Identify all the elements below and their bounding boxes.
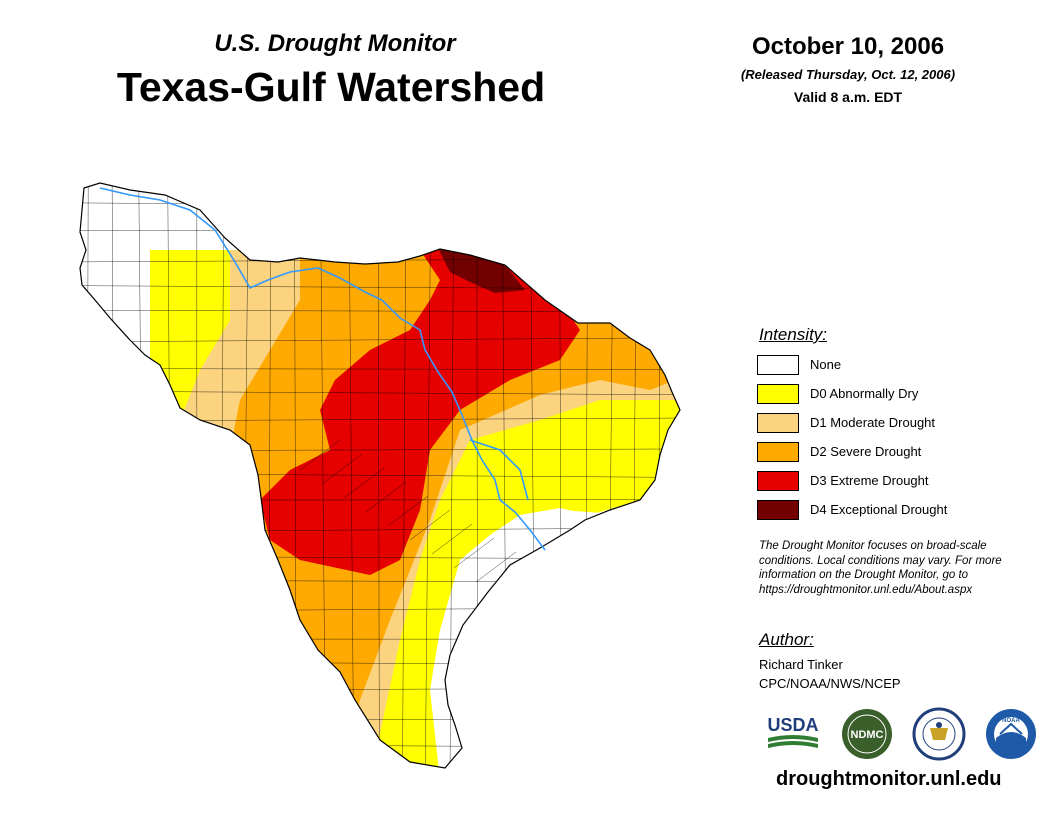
county-line (475, 551, 517, 583)
county-line (431, 523, 473, 555)
author-org: CPC/NOAA/NWS/NCEP (759, 676, 901, 691)
legend-swatch (757, 500, 799, 520)
author-name: Richard Tinker (759, 657, 843, 672)
county-line (651, 663, 680, 695)
legend-heading: Intensity: (759, 325, 828, 344)
monitor-title: U.S. Drought Monitor (214, 30, 456, 57)
disclaimer-line: information on the Drought Monitor, go t… (759, 569, 969, 581)
legend-label: D0 Abnormally Dry (810, 386, 919, 401)
county-line (607, 635, 649, 667)
county-line (425, 183, 432, 768)
county-line (409, 509, 451, 541)
county-line (80, 743, 680, 748)
watershed-outline (79, 182, 681, 769)
usda-logo-text: USDA (767, 715, 818, 735)
disclaimer-text: The Drought Monitor focuses on broad-sca… (759, 539, 1049, 597)
d4-area (438, 248, 525, 293)
legend-swatch (757, 442, 799, 462)
county-line (387, 495, 429, 527)
legend-label: None (810, 357, 842, 372)
county-line (629, 649, 671, 681)
disclaimer-line: conditions. Local conditions may vary. F… (759, 554, 1002, 567)
county-line (348, 183, 355, 768)
county-line (684, 180, 688, 775)
county-line (299, 439, 341, 471)
county-line (365, 481, 407, 513)
county-line (80, 368, 680, 370)
legend-swatch (757, 471, 799, 491)
author-heading: Author: (759, 630, 814, 649)
county-line (453, 537, 495, 569)
red-river-line (99, 187, 546, 551)
release-date: (Released Thursday, Oct. 12, 2006) (740, 67, 956, 82)
agency-logos: USDA NDMC NOAA (767, 707, 1036, 761)
county-line (80, 337, 680, 343)
drought-map (79, 180, 688, 775)
ndmc-logo: NDMC (842, 709, 892, 759)
drought-categories (80, 180, 688, 775)
county-line (541, 593, 583, 625)
d3-area (260, 250, 580, 575)
river-branch-line (469, 439, 529, 501)
usda-logo: USDA (767, 715, 819, 748)
noaa-logo: NOAA (986, 709, 1036, 759)
legend-swatch (757, 355, 799, 375)
legend-label: D2 Severe Drought (810, 444, 922, 459)
noaa-logo-text: NOAA (1002, 718, 1020, 724)
map-date: October 10, 2006 (751, 33, 945, 60)
disclaimer-line: https://droughtmonitor.unl.edu/About.asp… (759, 583, 973, 596)
county-line (673, 677, 680, 709)
county-line (377, 183, 380, 768)
county-line (343, 467, 385, 499)
website-url: droughtmonitor.unl.edu (776, 768, 1002, 790)
watershed-title: Texas-Gulf Watershed (116, 64, 546, 110)
disclaimer-line: The Drought Monitor focuses on broad-sca… (759, 540, 987, 552)
county-line (402, 183, 407, 768)
legend-swatch (757, 413, 799, 433)
commerce-seal-logo (912, 707, 966, 761)
valid-time: Valid 8 a.m. EDT (793, 89, 903, 105)
county-line (585, 621, 627, 653)
legend-label: D3 Extreme Drought (810, 473, 929, 488)
rivers (99, 187, 546, 551)
county-line (563, 607, 605, 639)
county-line (321, 453, 363, 485)
legend-swatch (757, 384, 799, 404)
county-line (658, 183, 660, 768)
ndmc-logo-text: NDMC (851, 729, 884, 741)
county-line (519, 579, 561, 611)
legend-label: D1 Moderate Drought (810, 415, 936, 430)
legend-label: D4 Exceptional Drought (810, 502, 948, 517)
